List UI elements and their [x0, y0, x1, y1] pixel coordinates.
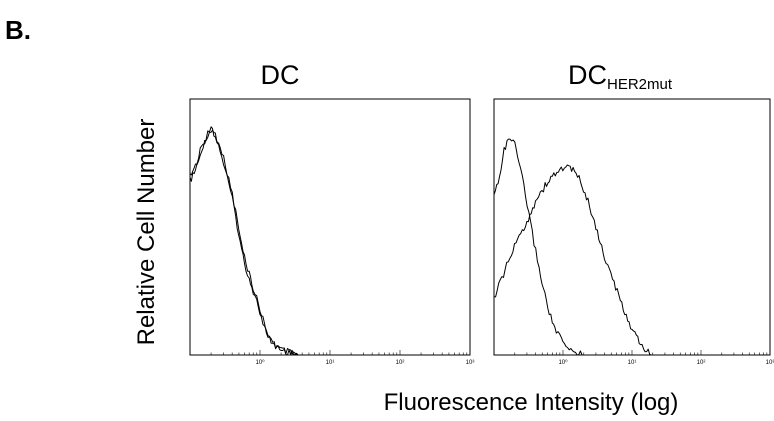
x-tick-label: 10³	[766, 360, 774, 366]
x-tick-label: 10¹	[628, 360, 637, 366]
x-tick-label: 10⁰	[255, 359, 265, 366]
x-tick-label: 10²	[697, 360, 706, 366]
panel-title-dc-her2mut: DCHER2mut	[568, 60, 673, 93]
histogram-series-2	[493, 164, 653, 356]
histogram-series-1	[493, 138, 584, 356]
x-tick-label: 10³	[466, 360, 475, 366]
x-tick-label: 10¹	[326, 360, 335, 366]
plot-frame	[189, 98, 471, 356]
x-tick-label: 10²	[396, 360, 405, 366]
panel-letter: B.	[5, 15, 31, 45]
panel-title-dc: DC	[261, 60, 300, 90]
histogram-series-2	[189, 129, 299, 356]
x-tick-label: 10⁰	[558, 359, 568, 366]
panel-title-her2mut-subscript: HER2mut	[607, 76, 673, 93]
y-axis-title: Relative Cell Number	[133, 119, 160, 346]
panel-title-dc-main: DC	[261, 60, 300, 90]
panel-title-her2mut-main: DC	[568, 60, 607, 90]
histogram-panel-dc-her2mut: 10⁰ 10¹ 10² 10³	[493, 98, 774, 366]
histogram-panel-dc: 10⁰ 10¹ 10² 10³	[189, 98, 475, 366]
plot-frame	[493, 98, 771, 356]
x-axis-title: Fluorescence Intensity (log)	[384, 389, 679, 416]
histogram-series-1	[189, 126, 299, 356]
